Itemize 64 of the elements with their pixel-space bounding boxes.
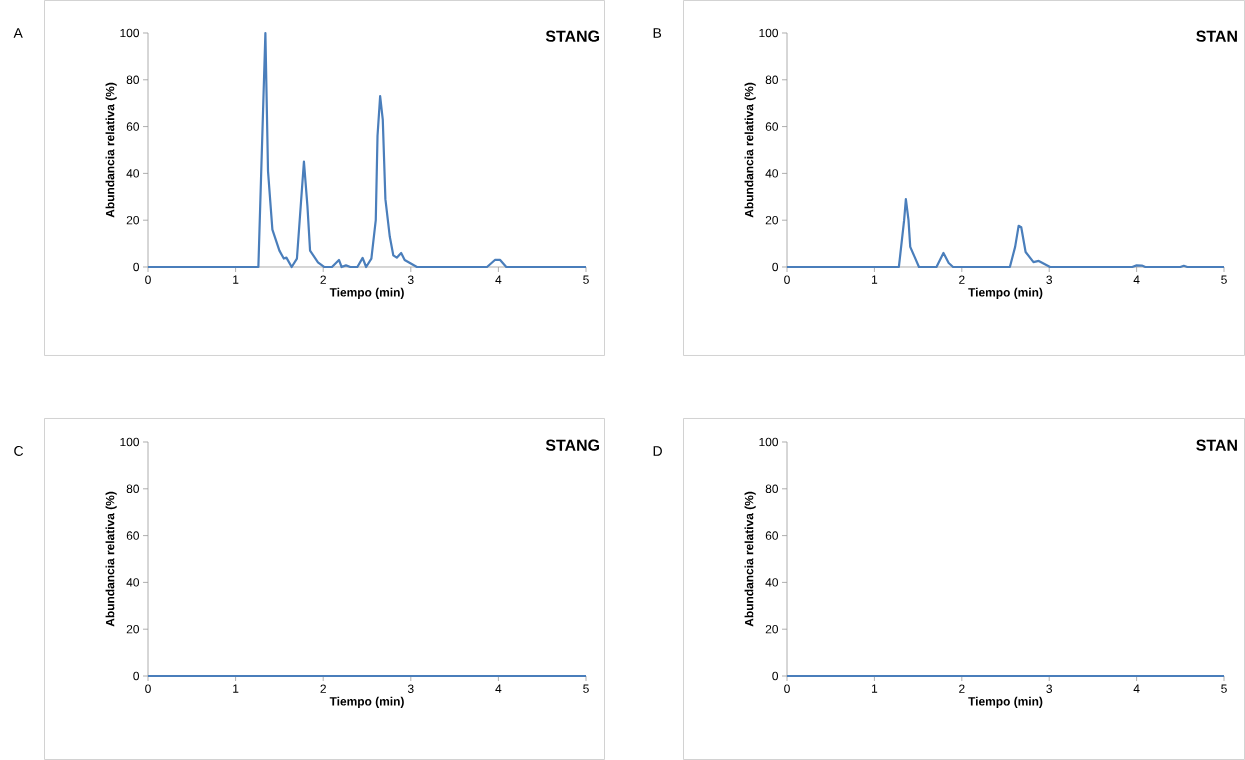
x-tick-label: 0 (145, 684, 151, 693)
y-tick-label: 80 (765, 75, 779, 85)
text: B (653, 28, 662, 38)
y-axis-title: Abundancia relativa (%) (744, 82, 756, 218)
x-tick-label: 0 (784, 275, 790, 284)
x-tick-label: 3 (1046, 684, 1053, 693)
x-tick-label: 1 (871, 275, 878, 284)
x-tick-label: 2 (320, 684, 326, 693)
y-tick-label: 100 (759, 437, 779, 447)
x-tick-label: 3 (1046, 275, 1053, 284)
x-tick-label: 5 (1221, 684, 1227, 693)
x-tick-label: 3 (407, 275, 414, 284)
y-tick-label: 0 (133, 671, 140, 681)
y-tick-label: 40 (765, 578, 779, 587)
y-tick-label: 40 (126, 169, 140, 178)
y-tick-label: 20 (126, 624, 140, 634)
x-axis-title: Tiempo (min) (329, 287, 404, 299)
y-tick-label: 20 (765, 624, 779, 634)
y-tick-label: 0 (772, 671, 779, 681)
y-tick-label: 80 (126, 75, 140, 85)
y-tick-label: 60 (765, 122, 779, 131)
y-tick-label: 20 (765, 215, 779, 225)
y-axis-title: Abundancia relativa (%) (105, 82, 117, 218)
x-axis-title: Tiempo (min) (968, 696, 1043, 708)
chart-title: STAN (1196, 439, 1237, 451)
y-tick-label: 100 (120, 28, 140, 38)
y-tick-label: 80 (765, 484, 779, 494)
chart-title: STANG (545, 439, 599, 451)
y-axis-title: Abundancia relativa (%) (744, 491, 756, 627)
text: A (13, 28, 23, 38)
x-tick-label: 4 (495, 684, 502, 693)
x-tick-label: 2 (320, 275, 326, 284)
x-axis-title: Tiempo (min) (329, 696, 404, 708)
y-tick-label: 40 (126, 578, 140, 587)
x-tick-label: 1 (233, 275, 239, 284)
y-tick-label: 0 (133, 262, 140, 272)
y-tick-label: 60 (126, 122, 140, 131)
x-tick-label: 1 (871, 684, 878, 693)
x-tick-label: 1 (233, 684, 239, 693)
chart-title: STAN (1196, 30, 1237, 42)
y-tick-label: 60 (765, 531, 779, 540)
y-tick-label: 40 (765, 169, 779, 178)
x-tick-label: 0 (784, 684, 790, 693)
x-tick-label: 5 (1221, 275, 1227, 284)
y-tick-label: 0 (772, 262, 779, 272)
text: C (14, 446, 24, 456)
y-tick-label: 60 (126, 531, 140, 540)
x-tick-label: 4 (1133, 275, 1140, 284)
chart-title: STANG (545, 30, 599, 42)
text: D (653, 446, 662, 456)
x-axis-title: Tiempo (min) (968, 287, 1043, 299)
x-tick-label: 0 (145, 275, 151, 284)
x-tick-label: 4 (1133, 684, 1140, 693)
x-tick-label: 4 (495, 275, 502, 284)
x-tick-label: 5 (583, 275, 589, 284)
x-tick-label: 5 (583, 684, 589, 693)
y-axis-title: Abundancia relativa (%) (105, 491, 117, 627)
y-tick-label: 100 (759, 28, 779, 38)
y-tick-label: 20 (126, 215, 140, 225)
y-tick-label: 100 (120, 437, 140, 447)
x-tick-label: 2 (959, 275, 965, 284)
x-tick-label: 3 (407, 684, 414, 693)
y-tick-label: 80 (126, 484, 140, 494)
x-tick-label: 2 (959, 684, 965, 693)
